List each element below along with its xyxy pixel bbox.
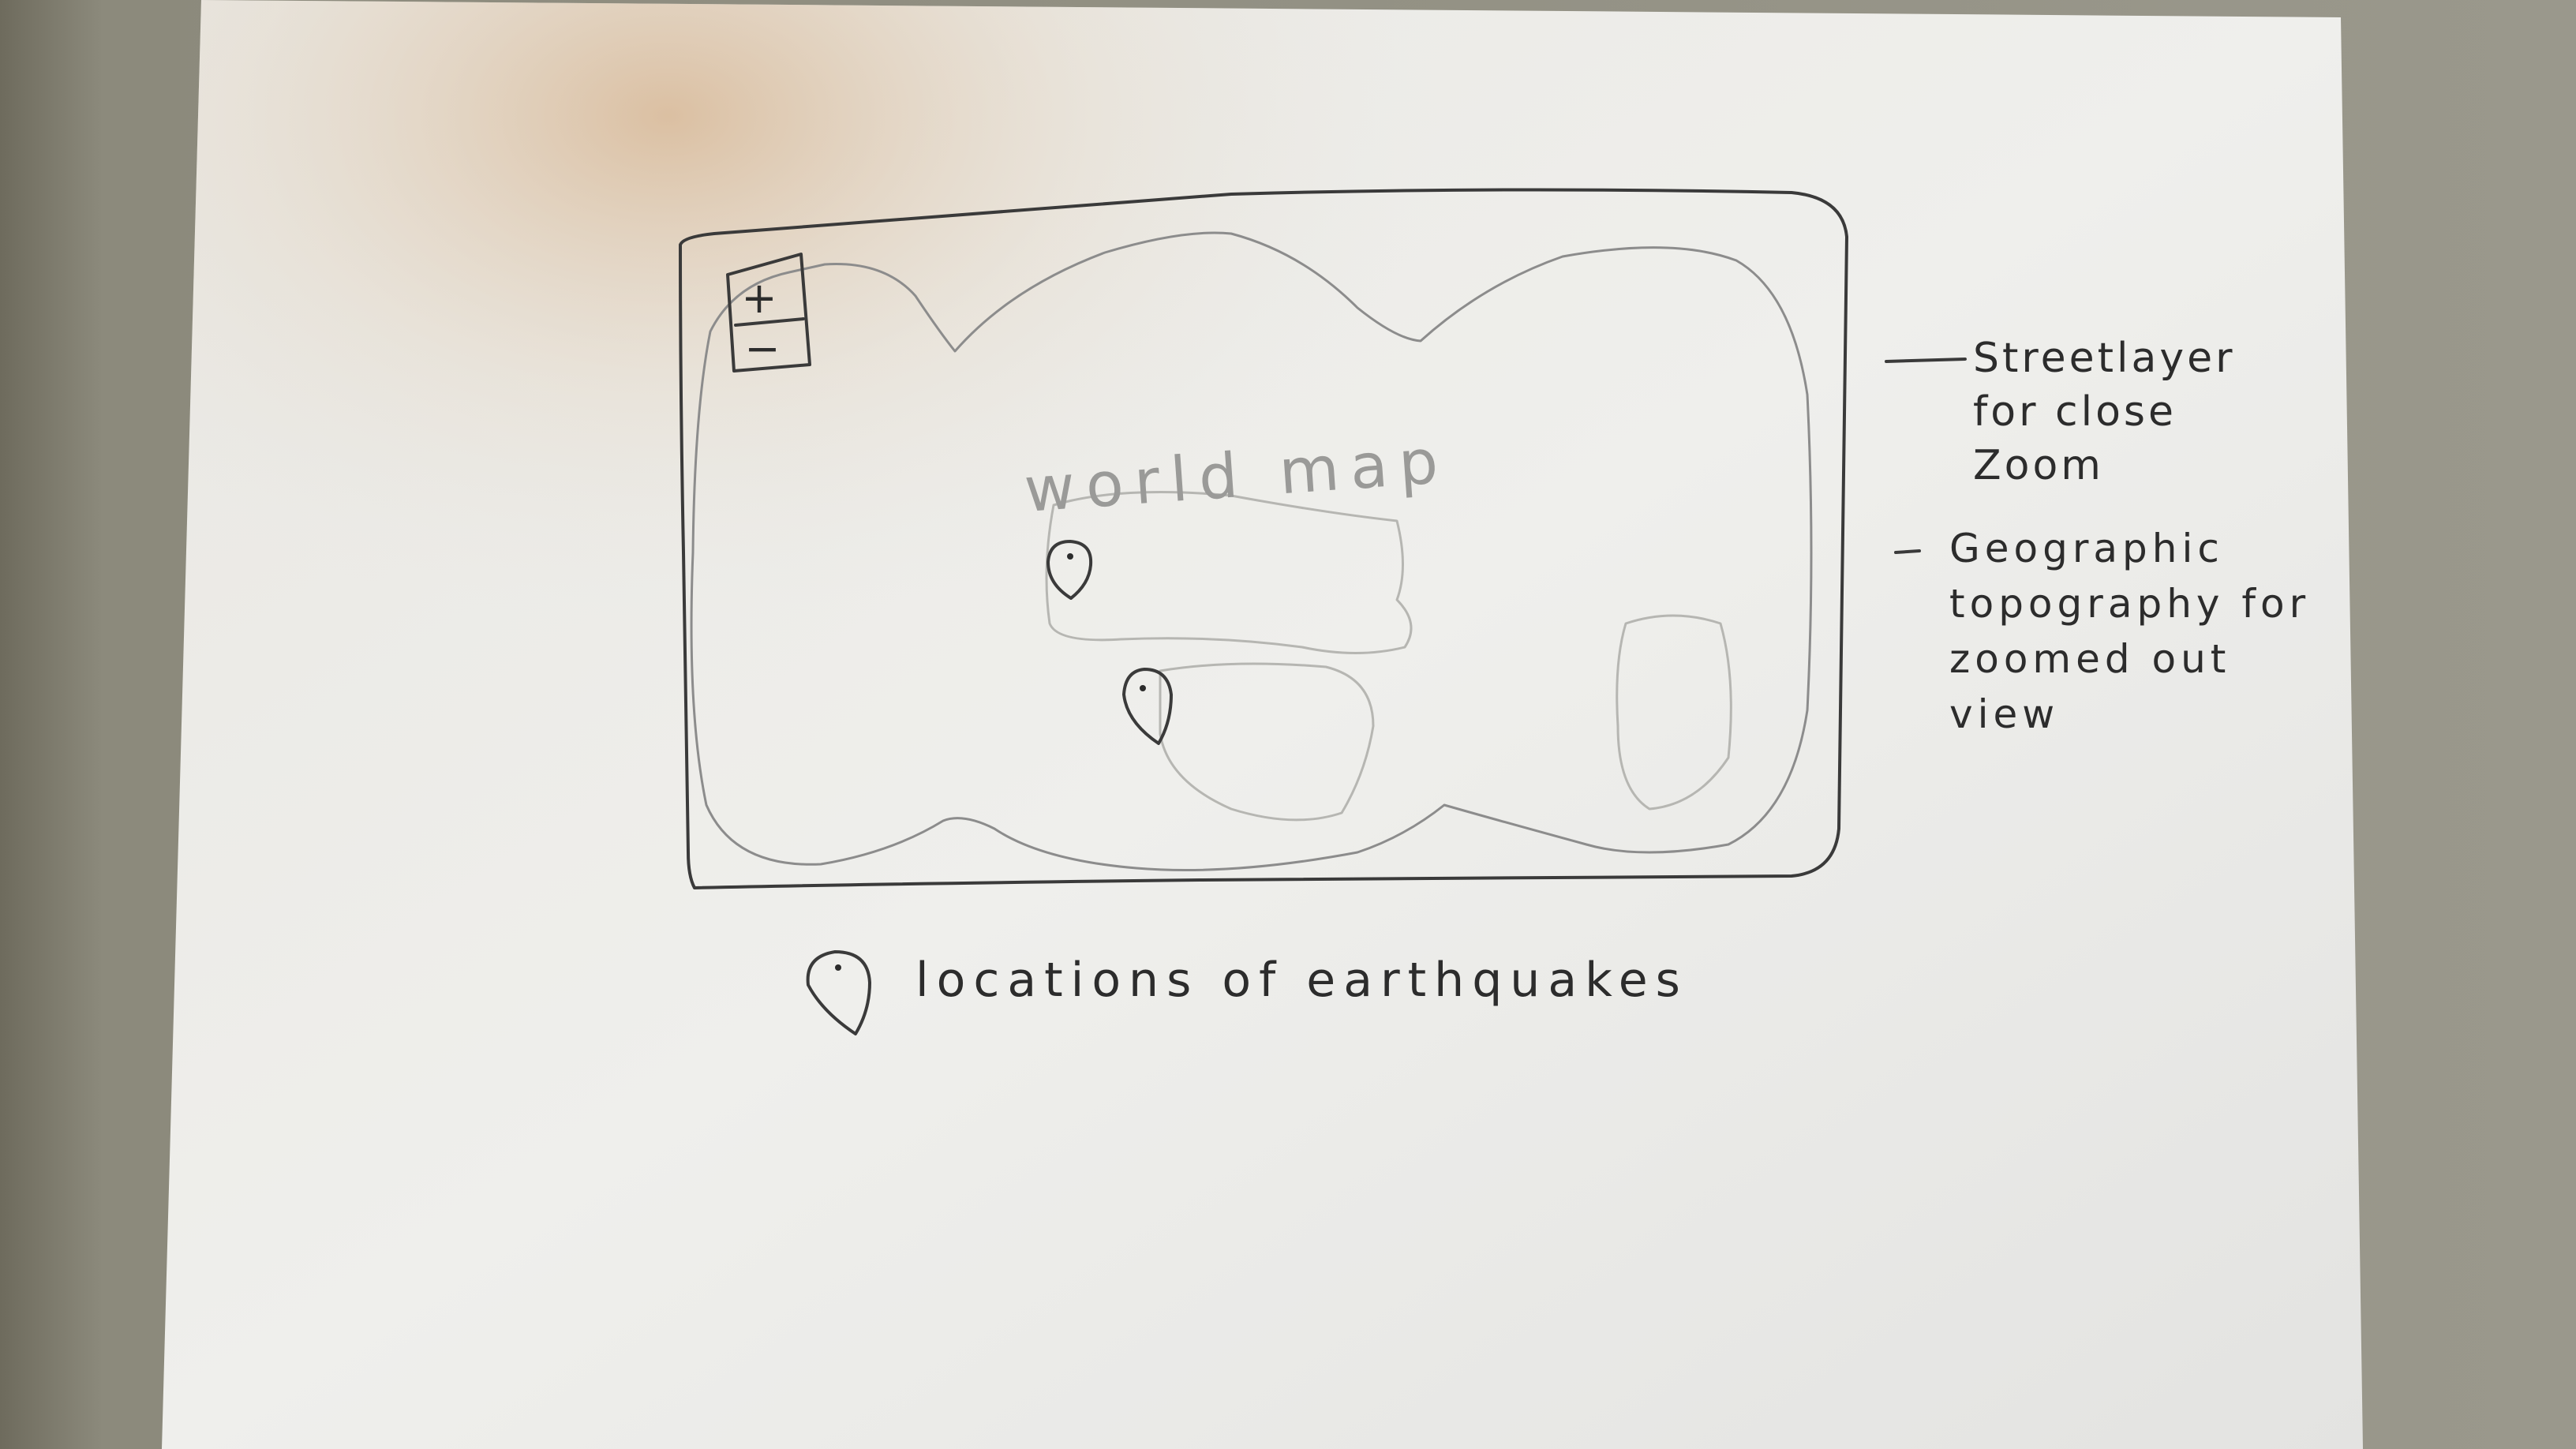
zoom-out-button[interactable]: − [744, 324, 780, 373]
annotation-topography: Geographic topography for zoomed out vie… [1949, 526, 2311, 737]
zoom-divider [734, 317, 805, 327]
legend-label: locations of earthquakes [915, 953, 1688, 1008]
annotation-streetlayer: Streetlayer for close Zoom [1973, 335, 2236, 489]
annotation-line-2 [1894, 549, 1921, 554]
earthquake-marker-2-icon[interactable] [1122, 668, 1173, 745]
map-frame [679, 188, 1848, 889]
legend-marker-icon [806, 950, 871, 1035]
annotation-topography-box: Geographic topography for zoomed out vie… [1949, 526, 2311, 737]
annotation-streetlayer-box: Streetlayer for close Zoom [1973, 335, 2236, 489]
earthquake-marker-1-icon[interactable] [1046, 540, 1093, 600]
zoom-control[interactable] [726, 253, 811, 373]
continent-shape-2 [1159, 662, 1375, 822]
zoom-in-button[interactable]: + [741, 273, 777, 323]
annotation-line-1 [1885, 358, 1967, 363]
continent-shape-1 [1045, 491, 1413, 654]
continent-shape-3 [1616, 614, 1732, 811]
zoom-control-frame [726, 253, 811, 373]
world-map-outline [690, 231, 1813, 871]
paper-lighting [162, 0, 2363, 1449]
